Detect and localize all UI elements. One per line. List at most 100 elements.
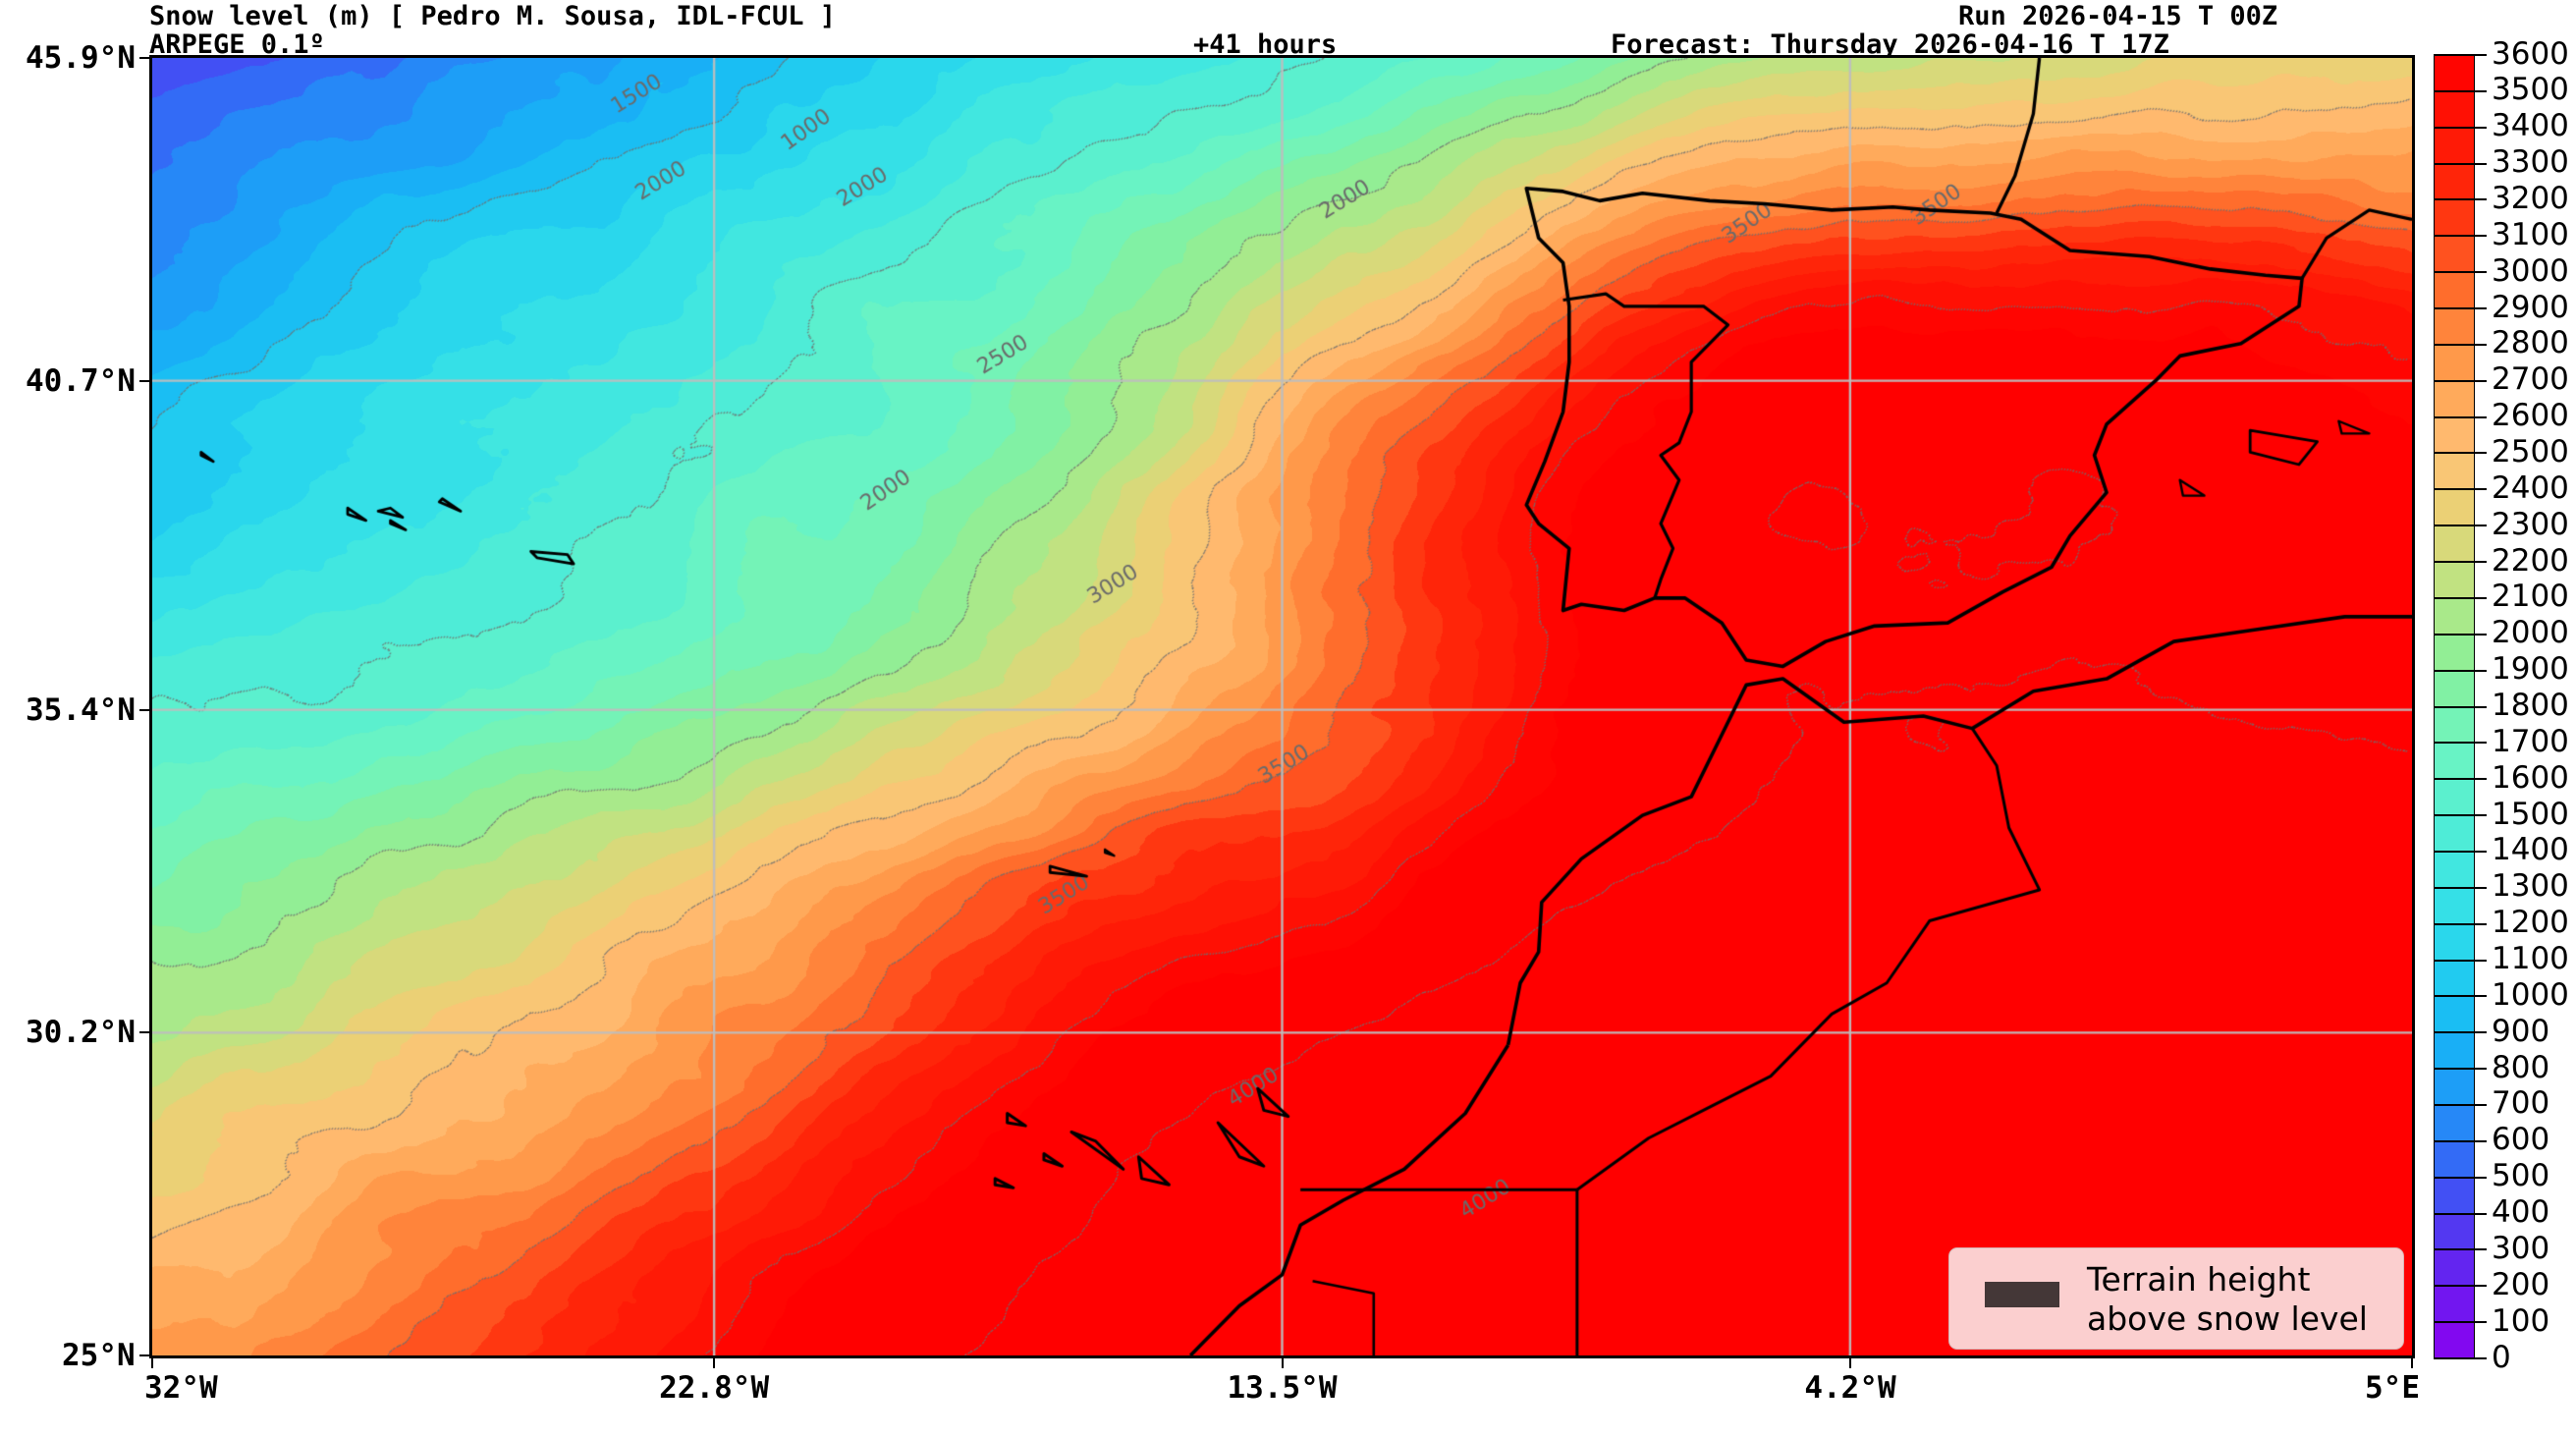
colorbar-tick-label: 3300: [2492, 144, 2569, 181]
chart-title: Snow level (m) [ Pedro M. Sousa, IDL-FCU…: [149, 1, 836, 31]
y-tick-label: 35.4°N: [26, 691, 136, 728]
colorbar-tick-label: 3100: [2492, 216, 2569, 252]
y-tick: [139, 57, 149, 59]
colorbar-tick: [2434, 1139, 2487, 1142]
colorbar-tick-label: 900: [2492, 1013, 2550, 1049]
colorbar-tick-label: 700: [2492, 1085, 2550, 1122]
colorbar-tick-label: 300: [2492, 1230, 2550, 1266]
colorbar-tick-label: 1300: [2492, 868, 2569, 905]
colorbar-tick-label: 1200: [2492, 905, 2569, 941]
colorbar-tick-label: 200: [2492, 1266, 2550, 1302]
colorbar-tick: [2434, 778, 2487, 781]
colorbar-tick: [2434, 1068, 2487, 1071]
colorbar-tick-label: 1400: [2492, 832, 2569, 868]
x-tick-label: 4.2°W: [1804, 1370, 1896, 1406]
colorbar-tick-label: 2300: [2492, 506, 2569, 542]
y-tick: [139, 379, 149, 382]
colorbar-tick-label: 3000: [2492, 252, 2569, 289]
colorbar-tick: [2434, 307, 2487, 310]
colorbar-tick: [2434, 886, 2487, 889]
colorbar-tick: [2434, 1357, 2487, 1359]
y-tick-label: 45.9°N: [26, 40, 136, 76]
x-tick-label: 13.5°W: [1227, 1370, 1338, 1406]
terrain-legend-label: Terrain height above snow level: [2087, 1260, 2368, 1340]
colorbar-tick-label: 500: [2492, 1158, 2550, 1194]
colorbar-tick: [2434, 198, 2487, 201]
colorbar-tick: [2434, 814, 2487, 817]
terrain-legend: Terrain height above snow level: [1948, 1247, 2404, 1350]
colorbar-tick-label: 100: [2492, 1302, 2550, 1339]
colorbar-tick-label: 600: [2492, 1122, 2550, 1158]
colorbar-tick: [2434, 235, 2487, 238]
colorbar-tick: [2434, 126, 2487, 129]
colorbar-tick: [2434, 343, 2487, 346]
colorbar-tick-label: 3400: [2492, 108, 2569, 144]
x-tick: [1281, 1358, 1284, 1368]
colorbar-tick-label: 2700: [2492, 361, 2569, 398]
lead-time-label: +41 hours: [1193, 29, 1338, 60]
colorbar-tick: [2434, 561, 2487, 564]
colorbar-tick: [2434, 633, 2487, 636]
y-tick: [139, 708, 149, 711]
y-tick: [139, 1354, 149, 1356]
colorbar-tick: [2434, 452, 2487, 455]
colorbar-tick: [2434, 1212, 2487, 1215]
colorbar-tick: [2434, 525, 2487, 527]
model-label: ARPEGE 0.1º: [149, 29, 325, 60]
colorbar-tick: [2434, 1103, 2487, 1106]
map-plot-area: [149, 55, 2415, 1358]
header: Snow level (m) [ Pedro M. Sousa, IDL-FCU…: [0, 0, 2576, 60]
y-tick-label: 40.7°N: [26, 362, 136, 399]
colorbar-tick-label: 800: [2492, 1049, 2550, 1085]
x-tick: [713, 1358, 716, 1368]
colorbar-tick-label: 2400: [2492, 470, 2569, 506]
colorbar-tick-label: 2000: [2492, 615, 2569, 651]
colorbar-tick: [2434, 89, 2487, 92]
colorbar-tick: [2434, 271, 2487, 274]
colorbar-tick: [2434, 1248, 2487, 1251]
x-tick: [1848, 1358, 1851, 1368]
colorbar-tick: [2434, 1176, 2487, 1179]
colorbar-tick: [2434, 922, 2487, 925]
colorbar-tick-label: 3200: [2492, 180, 2569, 216]
y-tick-label: 25°N: [62, 1338, 136, 1373]
colorbar-tick-label: 1700: [2492, 723, 2569, 759]
colorbar-tick-label: 1900: [2492, 651, 2569, 688]
y-tick-label: 30.2°N: [26, 1015, 136, 1051]
snow-level-heatmap: [152, 58, 2412, 1355]
colorbar-tick-label: 2100: [2492, 579, 2569, 615]
colorbar-tick: [2434, 1031, 2487, 1034]
colorbar-tick-label: 1500: [2492, 796, 2569, 832]
colorbar-tick-label: 400: [2492, 1194, 2550, 1231]
colorbar-tick: [2434, 415, 2487, 418]
colorbar-tick-label: 2500: [2492, 433, 2569, 470]
forecast-valid-label: Forecast: Thursday 2026-04-16 T 17Z: [1611, 29, 2169, 60]
colorbar-tick-label: 1100: [2492, 941, 2569, 977]
colorbar-tick-label: 2800: [2492, 325, 2569, 361]
colorbar-tick: [2434, 1285, 2487, 1288]
x-tick-label: 32°W: [144, 1370, 218, 1406]
colorbar-tick: [2434, 669, 2487, 672]
colorbar-tick-label: 2900: [2492, 289, 2569, 325]
colorbar-tick: [2434, 705, 2487, 708]
colorbar-tick: [2434, 959, 2487, 962]
colorbar-tick: [2434, 379, 2487, 382]
colorbar-tick-label: 3500: [2492, 72, 2569, 108]
terrain-swatch-icon: [1985, 1282, 2059, 1307]
colorbar-tick: [2434, 850, 2487, 853]
colorbar-tick: [2434, 54, 2487, 56]
legend-line-1: Terrain height: [2087, 1260, 2311, 1299]
colorbar-tick-label: 1600: [2492, 759, 2569, 796]
colorbar-tick: [2434, 742, 2487, 745]
colorbar-tick-label: 2600: [2492, 398, 2569, 434]
colorbar-tick: [2434, 596, 2487, 599]
colorbar-tick-label: 3600: [2492, 35, 2569, 72]
colorbar-tick: [2434, 1321, 2487, 1324]
colorbar-tick: [2434, 162, 2487, 165]
x-tick: [151, 1358, 153, 1368]
model-run-label: Run 2026-04-15 T 00Z: [1958, 1, 2278, 31]
x-tick: [2411, 1358, 2413, 1368]
colorbar-tick: [2434, 995, 2487, 998]
colorbar-tick-label: 2200: [2492, 542, 2569, 579]
colorbar-tick-label: 0: [2492, 1339, 2511, 1375]
